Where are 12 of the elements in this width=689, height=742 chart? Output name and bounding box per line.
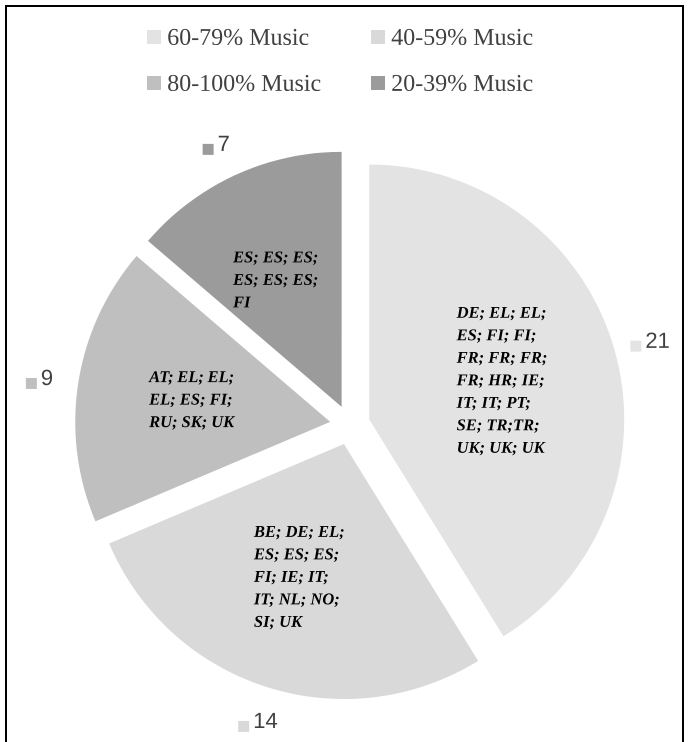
legend-label: 20-39% Music [392,74,532,92]
text: DE; EL; EL; ES; FI; FI; FR; FR; FR; FR; HR; IE; IT; IT; PT; SE; TR;TR; UK; UK; UK [456,306,546,456]
text: ES; ES; ES; ES; ES; ES; FI [232,251,318,308]
legend-label: 60-79% Music [168,28,308,46]
legend-label: 80-100% Music [168,74,320,92]
text: BE; DE; EL; ES; ES; ES; FI; IE; IT; IT; NL; NO; SI; UK [254,526,344,630]
data-label: 7 [218,136,229,151]
data-label: 9 [42,370,52,386]
text: AT; EL; EL; EL; ES; FI; RU; SK; UK [148,371,236,430]
data-label: 21 [646,332,669,348]
legend-label: 40-59% Music [392,28,532,46]
data-label: 14 [254,712,278,728]
